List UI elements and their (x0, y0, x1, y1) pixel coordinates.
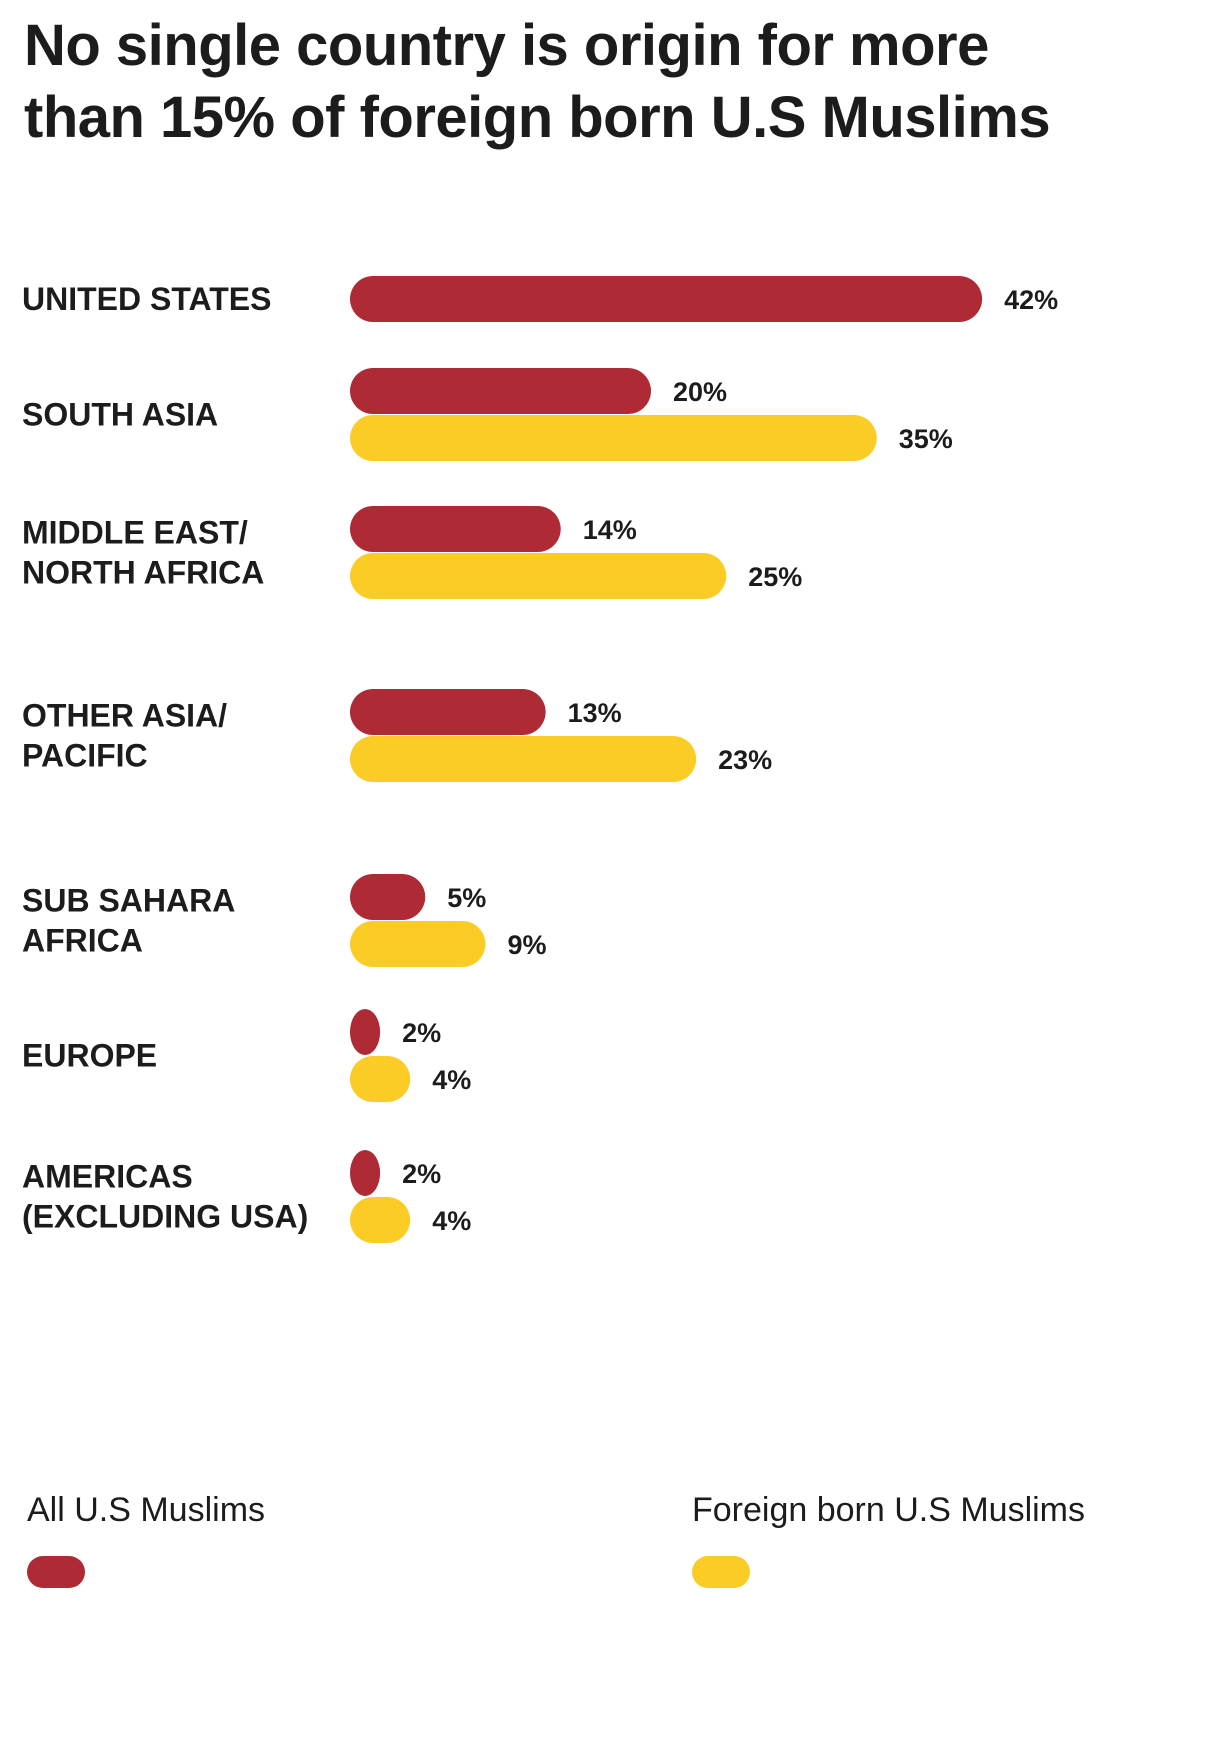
category-label: NORTH AFRICA (22, 555, 264, 591)
legend-label-foreign-born: Foreign born U.S Muslims (692, 1491, 1086, 1529)
value-label: 2% (402, 1159, 441, 1189)
legend-label-all-muslims: All U.S Muslims (27, 1491, 266, 1529)
bar-foreign-born (350, 1056, 411, 1102)
value-label: 9% (507, 930, 546, 960)
category-label: EUROPE (22, 1038, 157, 1074)
value-label: 23% (718, 745, 772, 775)
bar-foreign-born (350, 553, 727, 599)
bar-all-muslims (350, 506, 561, 552)
legend-swatch-yellow (692, 1556, 750, 1588)
legend-item-all-muslims: All U.S Muslims (27, 1490, 265, 1588)
value-label: 4% (432, 1206, 471, 1236)
value-label: 13% (568, 698, 622, 728)
bar-all-muslims (350, 874, 426, 920)
category-label: SUB SAHARA (22, 883, 235, 919)
bar-foreign-born (350, 1197, 411, 1243)
value-label: 2% (402, 1018, 441, 1048)
category-label: (EXCLUDING USA) (22, 1199, 308, 1235)
legend-item-foreign-born: Foreign born U.S Muslims (692, 1490, 1085, 1588)
bar-foreign-born (350, 921, 486, 967)
bar-all-muslims (350, 1009, 381, 1055)
value-label: 4% (432, 1065, 471, 1095)
bar-all-muslims (350, 689, 546, 735)
value-label: 20% (673, 377, 727, 407)
bar-foreign-born (350, 736, 697, 782)
value-label: 42% (1004, 285, 1058, 315)
category-label: UNITED STATES (22, 281, 271, 317)
chart-title: No single country is origin for more tha… (24, 13, 1051, 150)
legend-swatch-red (27, 1556, 85, 1588)
bar-foreign-born (350, 415, 877, 461)
bar-all-muslims (350, 368, 651, 414)
value-label: 5% (447, 883, 486, 913)
bar-all-muslims (350, 1150, 381, 1196)
value-label: 14% (583, 515, 637, 545)
category-label: SOUTH ASIA (22, 397, 218, 433)
bar-all-muslims (350, 276, 983, 322)
category-label: OTHER ASIA/ (22, 698, 227, 734)
value-label: 25% (748, 562, 802, 592)
category-label: MIDDLE EAST/ (22, 515, 248, 551)
category-label: AMERICAS (22, 1159, 193, 1195)
category-label: AFRICA (22, 923, 143, 959)
value-label: 35% (899, 424, 953, 454)
category-label: PACIFIC (22, 738, 148, 774)
